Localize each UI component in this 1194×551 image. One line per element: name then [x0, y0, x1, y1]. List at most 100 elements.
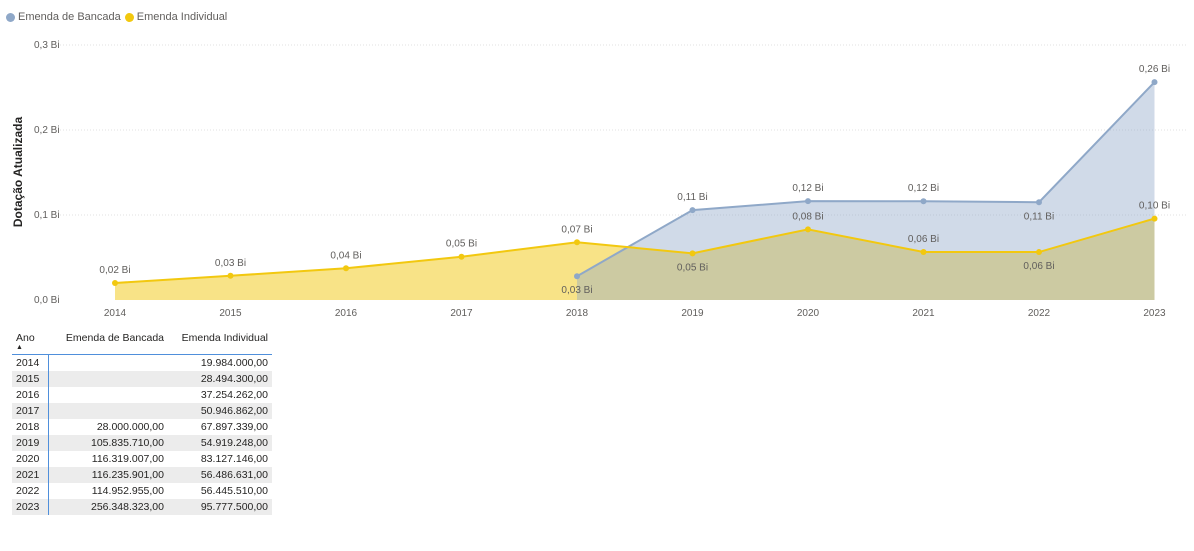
table-row: 2019 105.835.710,00 54.919.248,00: [12, 435, 272, 451]
column-header-ano[interactable]: Ano ▲: [12, 330, 48, 355]
data-label: 0,08 Bi: [792, 211, 823, 222]
data-point: [1151, 79, 1158, 86]
table-cell: 2022: [12, 483, 49, 499]
table-row: 2017 50.946.862,00: [12, 403, 272, 419]
x-tick-label: 2014: [104, 308, 127, 319]
data-label: 0,10 Bi: [1139, 201, 1170, 212]
table-cell: 256.348.323,00: [48, 499, 168, 515]
legend-item[interactable]: Emenda Individual: [124, 11, 228, 23]
table-cell: 2023: [12, 499, 49, 515]
x-tick-label: 2018: [566, 308, 589, 319]
sort-ascending-icon[interactable]: ▲: [16, 344, 23, 351]
data-point: [805, 198, 811, 205]
series-area: [115, 218, 1155, 300]
line-area-chart: 0,0 Bi 0,1 Bi 0,2 Bi 0,3 Bi Dotação Atualiza…: [11, 40, 1188, 319]
table-cell: 105.835.710,00: [48, 435, 168, 451]
data-label: 0,05 Bi: [677, 262, 708, 273]
x-tick-label: 2023: [1143, 308, 1166, 319]
data-point: [1151, 215, 1158, 222]
table-cell: 2019: [12, 435, 49, 451]
table-row: 2020 116.319.007,00 83.127.146,00: [12, 451, 272, 467]
table-row: 2015 28.494.300,00: [12, 371, 272, 387]
table-cell: [48, 403, 168, 419]
column-header-emenda-de-bancada[interactable]: Emenda de Bancada: [48, 330, 168, 355]
data-point: [920, 248, 927, 255]
y-tick-label: 0,3 Bi: [34, 40, 60, 51]
x-tick-label: 2016: [335, 308, 358, 319]
x-tick-label: 2015: [219, 308, 242, 319]
table-cell: 2015: [12, 371, 49, 387]
data-point: [458, 253, 465, 260]
data-point: [920, 198, 927, 205]
data-table: Ano ▲ Emenda de Bancada Emenda Individua…: [12, 330, 272, 515]
series-area: [577, 82, 1155, 301]
table-cell: 114.952.955,00: [91, 485, 164, 497]
table-row: 2023 256.348.323,00 95.777.500,00: [12, 499, 272, 515]
table-cell: 83.127.146,00: [200, 453, 268, 465]
table-cell: 50.946.862,00: [168, 403, 272, 419]
table-cell: 28.000.000,00: [96, 421, 164, 433]
y-axis-title: Dotação Atualizada: [11, 117, 25, 228]
table-cell: [48, 371, 168, 387]
data-label: 0,04 Bi: [330, 250, 361, 261]
column-header-label: Ano: [16, 332, 35, 344]
data-label: 0,26 Bi: [1139, 64, 1170, 75]
data-label: 0,06 Bi: [1023, 261, 1054, 272]
data-label: 0,11 Bi: [677, 192, 707, 203]
chart-legend: Emenda de Bancada Emenda Individual: [6, 9, 231, 25]
data-point: [343, 265, 349, 272]
data-label: 0,12 Bi: [792, 183, 823, 194]
data-point: [574, 273, 580, 280]
data-point: [112, 280, 118, 286]
table-cell: 2018: [12, 419, 49, 435]
data-label: 0,12 Bi: [908, 183, 939, 194]
table-row: 2018 28.000.000,00 67.897.339,00: [12, 419, 272, 435]
data-label: 0,03 Bi: [561, 285, 592, 296]
series-line: [576, 81, 1156, 278]
data-point: [1036, 199, 1042, 206]
data-point: [805, 226, 811, 233]
x-tick-label: 2020: [797, 308, 820, 319]
x-tick-label: 2019: [681, 308, 704, 319]
data-table-container: Ano ▲ Emenda de Bancada Emenda Individua…: [12, 330, 272, 515]
column-header-label: Emenda de Bancada: [65, 332, 164, 344]
x-tick-label: 2017: [450, 308, 473, 319]
legend-label: Emenda Individual: [136, 11, 228, 23]
data-point: [689, 207, 696, 214]
y-tick-label: 0,2 Bi: [34, 125, 60, 136]
column-header-emenda-individual[interactable]: Emenda Individual: [168, 330, 272, 355]
table-cell: 2021: [12, 467, 49, 483]
table-cell: [48, 355, 168, 372]
data-label: 0,02 Bi: [99, 265, 130, 276]
x-tick-label: 2021: [912, 308, 935, 319]
table-cell: 2020: [12, 451, 49, 467]
table-cell: 28.494.300,00: [168, 371, 272, 387]
data-point: [1036, 249, 1042, 256]
data-point: [574, 239, 580, 246]
table-cell: 37.254.262,00: [200, 389, 268, 401]
x-tick-label: 2022: [1028, 308, 1051, 319]
table-cell: 67.897.339,00: [200, 421, 268, 433]
table-header-row: Ano ▲ Emenda de Bancada Emenda Individua…: [12, 330, 272, 355]
data-point: [227, 272, 234, 279]
table-cell: 19.984.000,00: [200, 357, 268, 369]
data-label: 0,07 Bi: [561, 224, 592, 235]
legend-label: Emenda de Bancada: [18, 11, 121, 23]
data-label: 0,06 Bi: [908, 234, 939, 245]
table-cell: 2016: [12, 387, 49, 403]
data-label: 0,03 Bi: [215, 258, 246, 269]
y-tick-label: 0,0 Bi: [34, 295, 60, 306]
table-cell: 56.486.631,00: [168, 467, 272, 483]
table-cell: [48, 387, 168, 403]
column-header-label: Emenda Individual: [181, 332, 268, 344]
legend-marker-icon: [6, 12, 15, 22]
legend-item[interactable]: Emenda de Bancada: [6, 11, 121, 23]
table-row: 2022 114.952.955,00 56.445.510,00: [12, 483, 272, 499]
y-tick-label: 0,1 Bi: [34, 210, 60, 221]
table-cell: 2017: [12, 403, 49, 419]
table-cell: 116.319.007,00: [91, 453, 164, 465]
data-label: 0,11 Bi: [1024, 211, 1054, 222]
table-cell: 2014: [12, 354, 49, 371]
table-row: 2016 37.254.262,00: [12, 387, 272, 403]
table-cell: 56.445.510,00: [200, 485, 268, 497]
